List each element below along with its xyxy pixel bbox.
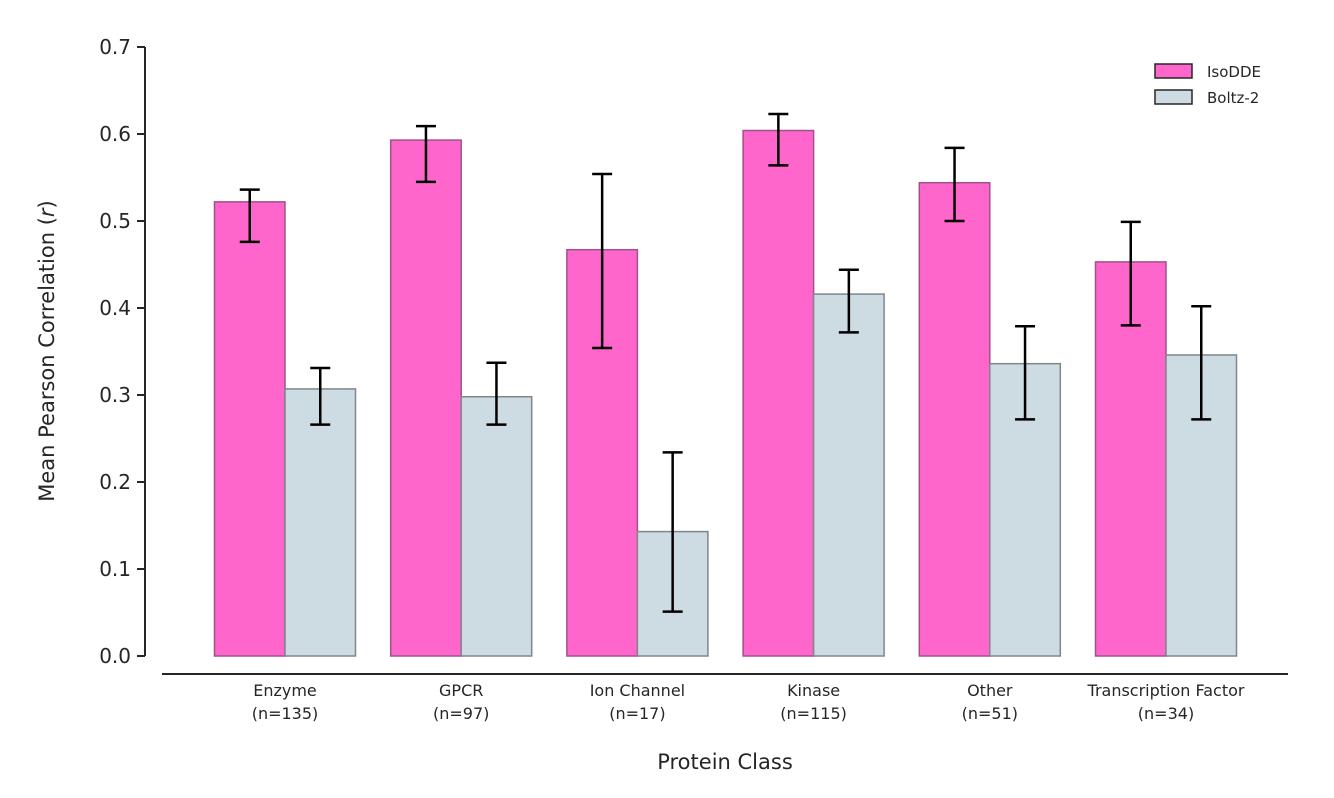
error-bar — [239, 188, 260, 244]
y-tick-label: 0.6 — [99, 122, 131, 146]
legend-item-boltz-2: Boltz-2 — [1154, 89, 1259, 107]
error-bar — [838, 268, 859, 334]
y-tick-label: 0.5 — [99, 209, 131, 233]
error-bar — [1120, 220, 1141, 327]
x-axis-label: Protein Class — [657, 750, 793, 774]
x-tick-label: Kinase — [787, 681, 840, 700]
y-axis-label-suffix: ) — [35, 200, 59, 208]
y-axis-label: Mean Pearson Correlation (r) — [35, 200, 59, 502]
error-bar — [768, 112, 789, 167]
legend-label: Boltz-2 — [1207, 89, 1259, 107]
bar-isodde-gpcr — [389, 139, 462, 657]
bar-isodde-other — [918, 181, 991, 657]
bar-boltz-2-kinase — [812, 293, 885, 657]
x-tick-label: Ion Channel — [590, 681, 685, 700]
y-axis-label-prefix: Mean Pearson Correlation ( — [35, 217, 59, 502]
x-tick-count-label: (n=34) — [1138, 704, 1194, 723]
y-axis-label-italic: r — [35, 207, 59, 217]
error-bar — [310, 366, 331, 426]
legend-label: IsoDDE — [1207, 63, 1261, 81]
x-tick-count-label: (n=115) — [780, 704, 847, 723]
y-tick-label: 0.7 — [99, 35, 131, 59]
y-tick-label: 0.2 — [99, 470, 131, 494]
x-tick-label: Transcription Factor — [1087, 681, 1245, 700]
error-bar — [944, 146, 965, 223]
bar-isodde-enzyme — [213, 201, 286, 657]
errorbars-layer — [239, 112, 1212, 613]
legend-swatch — [1154, 89, 1193, 105]
bars-layer — [213, 129, 1238, 657]
x-tick-label: Enzyme — [253, 681, 317, 700]
x-tick-label: GPCR — [439, 681, 483, 700]
x-tick-count-label: (n=135) — [252, 704, 319, 723]
error-bar — [486, 361, 507, 426]
error-bar — [415, 124, 436, 184]
bar-isodde-transcription-factor — [1094, 261, 1167, 657]
x-tick-count-label: (n=97) — [433, 704, 489, 723]
error-bar — [1015, 325, 1036, 421]
y-axis: 0.0 0.1 0.2 0.3 0.4 0.5 0.6 0.7 — [99, 35, 146, 668]
error-bar — [1191, 305, 1212, 421]
x-tick-count-label: (n=51) — [962, 704, 1018, 723]
legend-item-isodde: IsoDDE — [1154, 63, 1261, 81]
legend-swatch — [1154, 63, 1193, 79]
x-tick-label: Other — [967, 681, 1013, 700]
bar-isodde-kinase — [742, 129, 815, 657]
y-tick-label: 0.0 — [99, 644, 131, 668]
bar-boltz-2-enzyme — [284, 388, 357, 657]
x-tick-count-label: (n=17) — [609, 704, 665, 723]
legend: IsoDDE Boltz-2 — [1154, 63, 1261, 107]
y-tick-label: 0.1 — [99, 557, 131, 581]
error-bar — [662, 451, 683, 613]
y-tick-label: 0.3 — [99, 383, 131, 407]
bar-boltz-2-gpcr — [460, 395, 533, 657]
y-tick-label: 0.4 — [99, 296, 131, 320]
x-axis: Enzyme (n=135) GPCR (n=97) Ion Channel (n=17)… — [162, 673, 1288, 723]
error-bar — [592, 172, 613, 350]
